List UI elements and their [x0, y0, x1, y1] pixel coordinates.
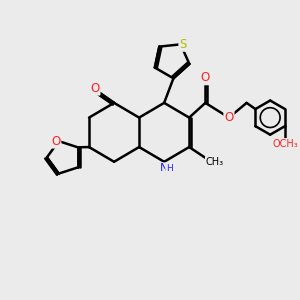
Text: CH₃: CH₃: [206, 157, 224, 167]
Text: O: O: [201, 71, 210, 84]
Text: S: S: [179, 38, 187, 51]
Text: H: H: [166, 164, 173, 173]
Text: O: O: [51, 135, 60, 148]
Text: O: O: [90, 82, 100, 95]
Text: O: O: [224, 111, 234, 124]
Text: N: N: [160, 163, 168, 173]
Text: OCH₃: OCH₃: [272, 139, 298, 149]
